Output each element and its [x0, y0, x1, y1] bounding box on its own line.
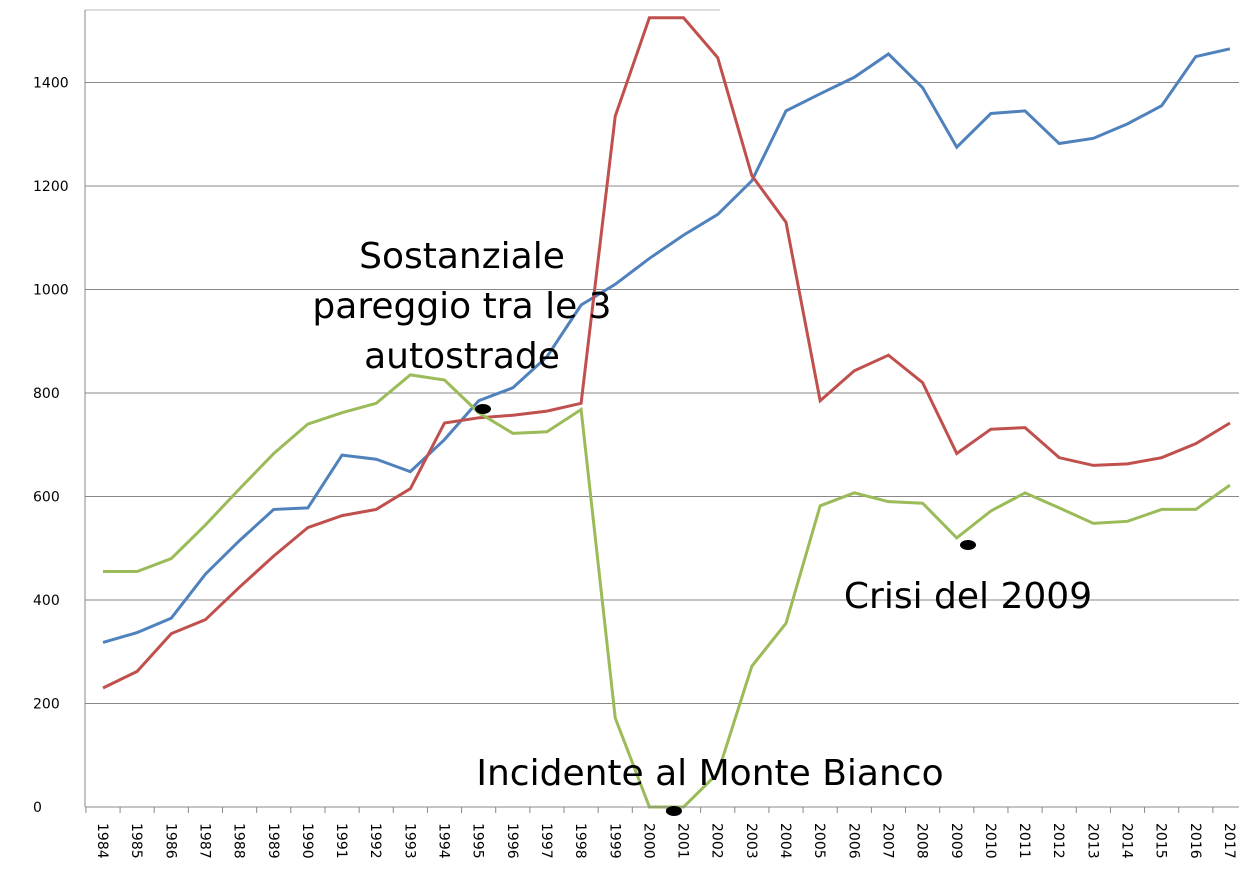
annotation: autostrade: [364, 336, 560, 377]
x-tick-label: 2010: [982, 823, 998, 859]
annotation: pareggio tra le 3: [312, 286, 611, 327]
x-tick-label: 2013: [1084, 823, 1100, 859]
annotation-marker: [475, 404, 491, 414]
x-tick-label: 2015: [1153, 823, 1169, 859]
y-tick-label: 600: [33, 489, 60, 505]
x-tick-label: 2002: [709, 823, 725, 859]
x-tick-label: 1997: [538, 823, 554, 859]
x-tick-label: 1991: [333, 823, 349, 859]
x-tick-label: 1989: [265, 823, 281, 859]
lines: [102, 16, 1231, 809]
x-tick-label: 1988: [231, 823, 247, 859]
x-tick-label: 1992: [367, 823, 383, 859]
y-tick-label: 1200: [33, 179, 69, 195]
x-tick-label: 2011: [1016, 823, 1032, 859]
x-tick-label: 2000: [640, 823, 656, 859]
x-tick-label: 1999: [606, 823, 622, 859]
x-tick-label: 2001: [675, 823, 691, 859]
x-tick-label: 1995: [470, 823, 486, 859]
x-tick-label: 2004: [777, 823, 793, 859]
x-tick-label: 2016: [1187, 823, 1203, 859]
x-tick-label: 1994: [436, 823, 452, 859]
x-tick-label: 1986: [162, 823, 178, 859]
x-tick-label: 2014: [1119, 823, 1135, 859]
x-tick-label: 2008: [914, 823, 930, 859]
annotation: Sostanziale: [359, 236, 565, 277]
x-tick-label: 2007: [879, 823, 895, 859]
x-tick-label: 2017: [1221, 823, 1237, 859]
x-tick-label: 1985: [128, 823, 144, 859]
y-tick-label: 800: [33, 386, 60, 402]
x-tick-label: 2009: [948, 823, 964, 859]
x-tick-label: 1996: [504, 823, 520, 859]
annotation-marker: [960, 540, 976, 550]
x-tick-label: 2005: [811, 823, 827, 859]
series-line: [102, 16, 1231, 690]
series-line: [102, 47, 1231, 644]
x-tick-label: 2003: [743, 823, 759, 859]
y-tick-label: 0: [33, 800, 42, 816]
x-tick-label: 1984: [94, 823, 110, 859]
annotation-marker: [666, 806, 682, 816]
y-tick-label: 400: [33, 593, 60, 609]
x-tick-label: 2012: [1050, 823, 1066, 859]
x-tick-label: 2006: [845, 823, 861, 859]
y-tick-label: 200: [33, 696, 60, 712]
annotation: Incidente al Monte Bianco: [476, 753, 943, 794]
x-tick-label: 1993: [401, 823, 417, 859]
grid: 0 200 400 600 800 1000 1200 1400 1984 1985 1986 198…: [33, 75, 1239, 859]
x-tick-label: 1998: [572, 823, 588, 859]
x-tick-label: 1987: [196, 823, 212, 859]
y-tick-label: 1400: [33, 75, 69, 91]
x-tick-label: 1990: [299, 823, 315, 859]
annotation: Crisi del 2009: [844, 576, 1092, 617]
y-tick-label: 1000: [33, 282, 69, 298]
